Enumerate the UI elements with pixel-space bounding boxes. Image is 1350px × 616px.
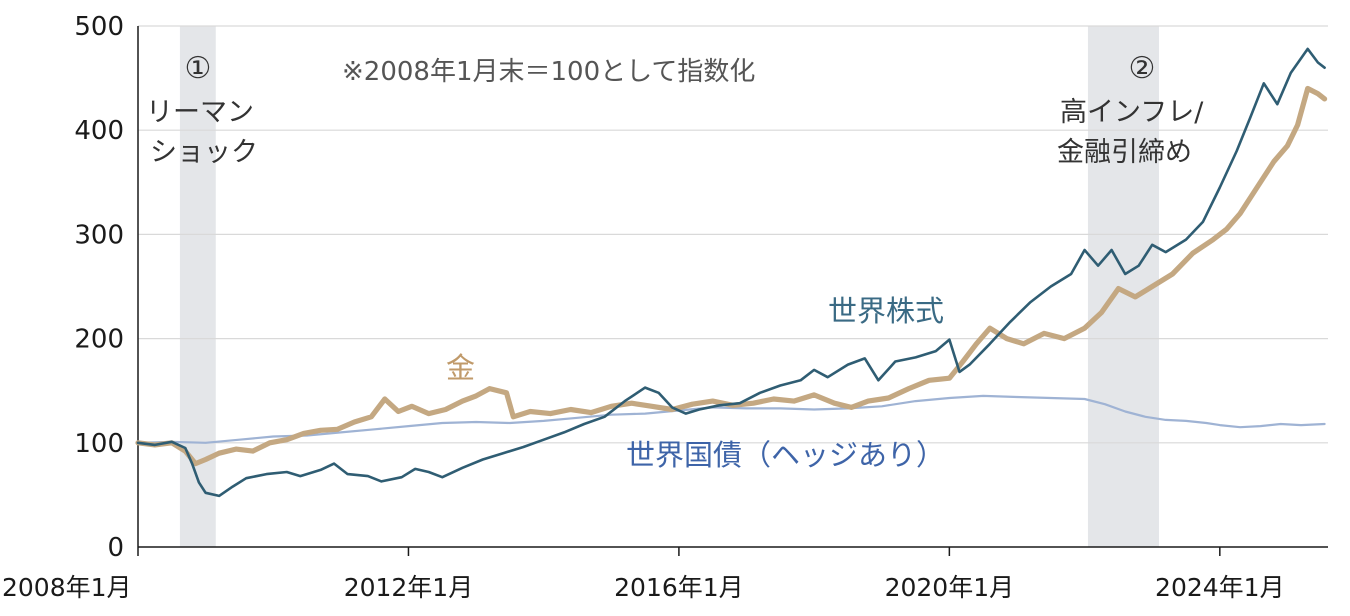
y-tick-label-400: 400	[74, 116, 124, 146]
series-label-world-equities: 世界株式	[828, 294, 944, 328]
series-label-world-bonds-hedged: 世界国債（ヘッジあり）	[626, 438, 945, 472]
period-2-label-line-1: 高インフレ/	[1060, 97, 1204, 128]
period-2-label-line-2: 金融引締め	[1057, 137, 1192, 168]
y-tick-label-0: 0	[107, 533, 124, 563]
x-axis: 2008年1月 2012年1月 2016年1月 2020年1月 2024年1月	[2, 546, 1328, 602]
gridlines	[138, 25, 1328, 444]
y-tick-label-300: 300	[74, 220, 124, 250]
period-2-marker: ②	[1129, 51, 1156, 86]
index-note: ※2008年1月末＝100として指数化	[342, 57, 755, 87]
x-tick-label-0: 2008年1月	[2, 573, 132, 602]
y-tick-label-200: 200	[74, 325, 124, 355]
x-tick-label-2: 2016年1月	[614, 573, 744, 602]
shaded-periods	[179, 26, 1159, 547]
y-tick-label-100: 100	[74, 429, 124, 459]
period-1-marker: ①	[185, 51, 212, 86]
y-tick-label-500: 500	[74, 12, 124, 42]
shaded-band-2	[1087, 26, 1159, 547]
line-gold	[135, 85, 1328, 467]
series-label-gold: 金	[446, 351, 475, 385]
period-1-label-line-1: リーマン	[146, 97, 254, 128]
x-tick-label-4: 2024年1月	[1155, 573, 1285, 602]
series-lines	[135, 47, 1328, 498]
x-tick-label-3: 2020年1月	[885, 573, 1015, 602]
x-tick-label-1: 2012年1月	[344, 573, 474, 602]
period-1-label-line-2: ショック	[150, 137, 258, 168]
y-axis: 0 100 200 300 400 500	[74, 12, 139, 563]
line-world-equities	[136, 47, 1326, 498]
line-world-bonds-hedged	[136, 394, 1326, 444]
